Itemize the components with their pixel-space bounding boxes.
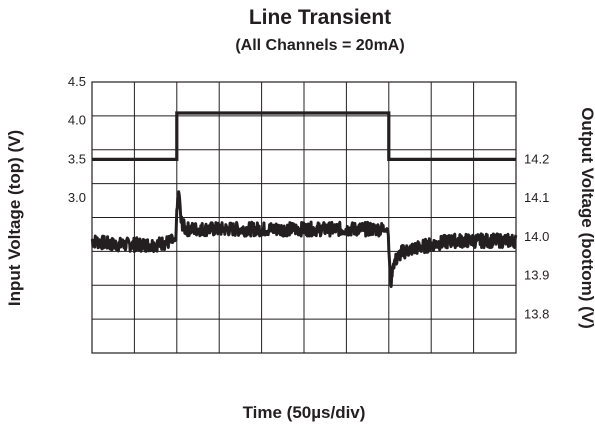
right-tick-label: 13.9: [524, 268, 549, 283]
plot-grid: [92, 82, 516, 353]
chart-subtitle: (All Channels = 20mA): [235, 37, 404, 54]
left-tick-label: 4.5: [68, 74, 86, 89]
right-tick-label: 14.1: [524, 190, 549, 205]
right-axis-label: Output Voltage (bottom) (V): [578, 107, 595, 329]
series-layer: [90, 111, 518, 289]
chart-title: Line Transient: [249, 6, 391, 29]
right-tick-label: 14.2: [524, 151, 549, 166]
left-tick-label: 3.0: [68, 190, 86, 205]
left-tick-label: 3.5: [68, 151, 86, 166]
left-axis-ticks: 4.5 4.0 3.5 3.0: [68, 74, 86, 205]
right-axis-ticks: 14.2 14.1 14.0 13.9 13.8: [524, 151, 549, 321]
input-voltage-line: [92, 111, 516, 161]
left-axis-label: Input Voltage (top) (V): [5, 130, 24, 306]
left-tick-label: 4.0: [68, 113, 86, 128]
right-tick-label: 13.8: [524, 306, 549, 321]
right-tick-label: 14.0: [524, 229, 549, 244]
output-voltage-line: [90, 190, 518, 289]
x-axis-label: Time (50µs/div): [243, 403, 366, 422]
plot-frame: [91, 81, 517, 354]
